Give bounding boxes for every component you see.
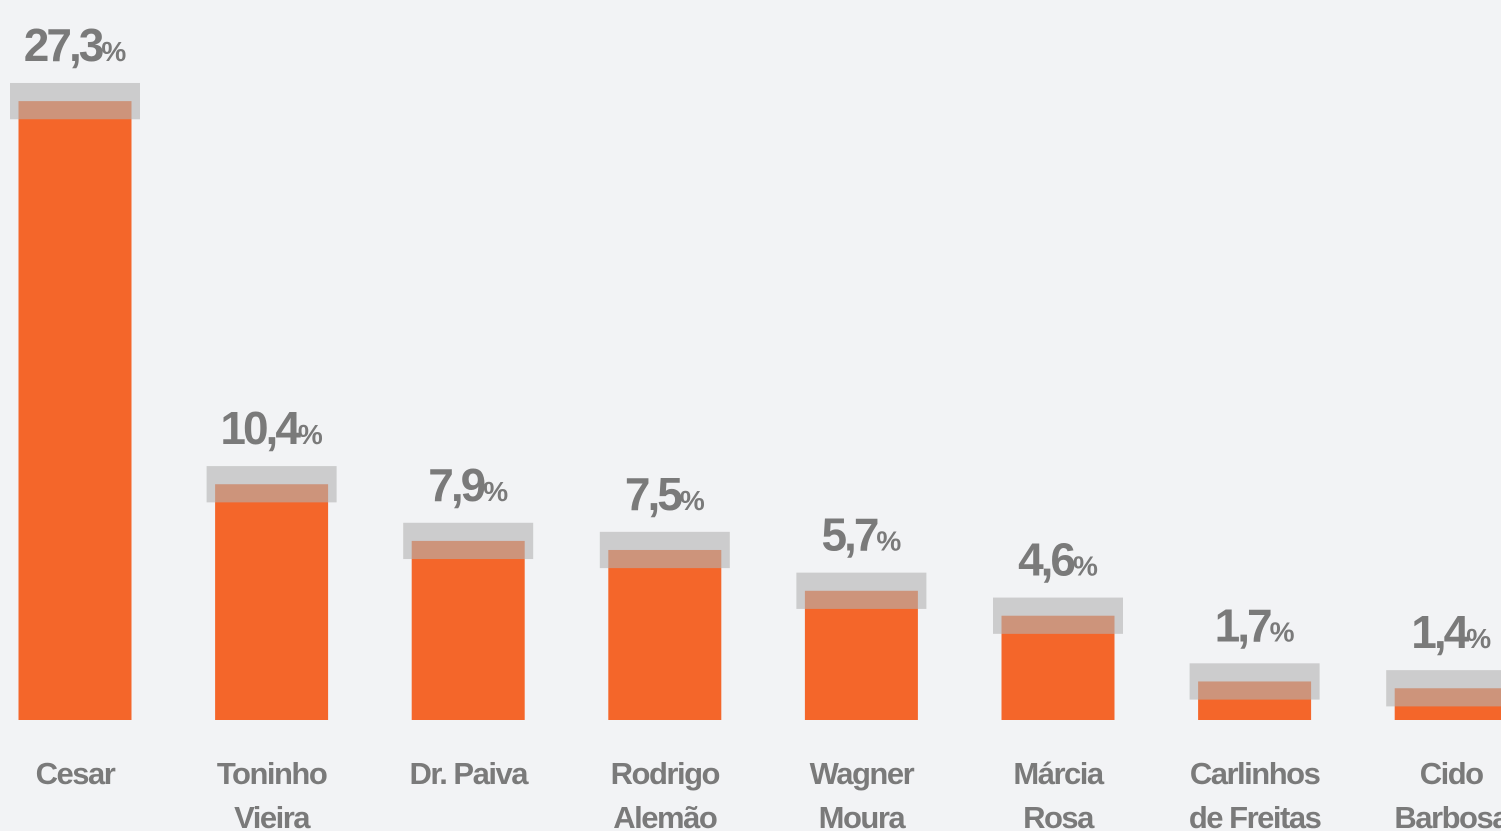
value-label: 1,7%	[1215, 599, 1295, 651]
bar	[18, 101, 132, 720]
x-tick-line: Dr. Paiva	[409, 756, 529, 791]
x-tick-line: Alemão	[613, 800, 717, 831]
value-unit: %	[1270, 616, 1295, 647]
value-number: 27,3	[24, 19, 103, 71]
x-tick-line: Rodrigo	[611, 756, 720, 791]
x-tick-line: Márcia	[1013, 756, 1104, 791]
value-number: 1,7	[1215, 599, 1271, 651]
value-unit: %	[680, 485, 705, 516]
x-tick-line: Cesar	[36, 756, 116, 791]
error-band	[403, 522, 534, 560]
x-tick-label: Wagner Moura	[810, 756, 915, 831]
error-band	[1386, 670, 1501, 707]
value-unit: %	[101, 36, 126, 67]
error-band	[1189, 663, 1320, 700]
x-tick-label: Cesar	[36, 756, 116, 791]
value-label: 1,4%	[1411, 606, 1491, 658]
bar	[411, 540, 525, 720]
x-tick-line: Toninho	[217, 756, 327, 791]
value-number: 5,7	[821, 509, 877, 561]
x-tick-line: Cido	[1420, 756, 1483, 791]
value-label: 27,3%	[24, 19, 127, 71]
value-unit: %	[1466, 623, 1491, 654]
value-unit: %	[298, 419, 323, 450]
value-label: 7,9%	[428, 459, 508, 511]
x-tick-line: Rosa	[1023, 800, 1095, 831]
bar	[608, 549, 722, 720]
value-unit: %	[483, 476, 508, 507]
error-band	[993, 597, 1123, 634]
x-tick-line: de Freitas	[1189, 800, 1321, 831]
value-label: 7,5%	[625, 468, 705, 520]
value-label: 5,7%	[821, 509, 901, 561]
x-tick-label: Dr. Paiva	[409, 756, 529, 791]
x-tick-line: Carlinhos	[1190, 756, 1320, 791]
value-number: 7,5	[625, 468, 682, 520]
value-unit: %	[876, 526, 901, 557]
x-tick-line: Barbosa	[1394, 800, 1501, 831]
x-tick-line: Vieira	[234, 800, 311, 831]
value-number: 4,6	[1018, 534, 1074, 586]
error-band	[599, 531, 730, 569]
error-band	[206, 466, 337, 503]
x-tick-label: Rodrigo Alemão	[611, 756, 720, 831]
value-label: 4,6%	[1018, 534, 1098, 586]
x-tick-line: Wagner	[810, 756, 915, 791]
error-band	[10, 82, 140, 120]
x-tick-label: Márcia Rosa	[1013, 756, 1104, 831]
value-number: 1,4	[1411, 606, 1469, 658]
bar	[804, 590, 918, 720]
error-band	[796, 572, 927, 609]
value-unit: %	[1073, 551, 1098, 582]
x-tick-line: Moura	[819, 800, 907, 831]
value-label: 10,4%	[220, 402, 323, 454]
x-tick-label: Carlinhos de Freitas	[1189, 756, 1321, 831]
x-tick-label: Toninho Vieira	[217, 756, 327, 831]
value-number: 10,4	[220, 402, 301, 454]
bar	[215, 484, 329, 720]
value-number: 7,9	[428, 459, 484, 511]
x-tick-label: Cido Barbosa	[1394, 756, 1501, 831]
